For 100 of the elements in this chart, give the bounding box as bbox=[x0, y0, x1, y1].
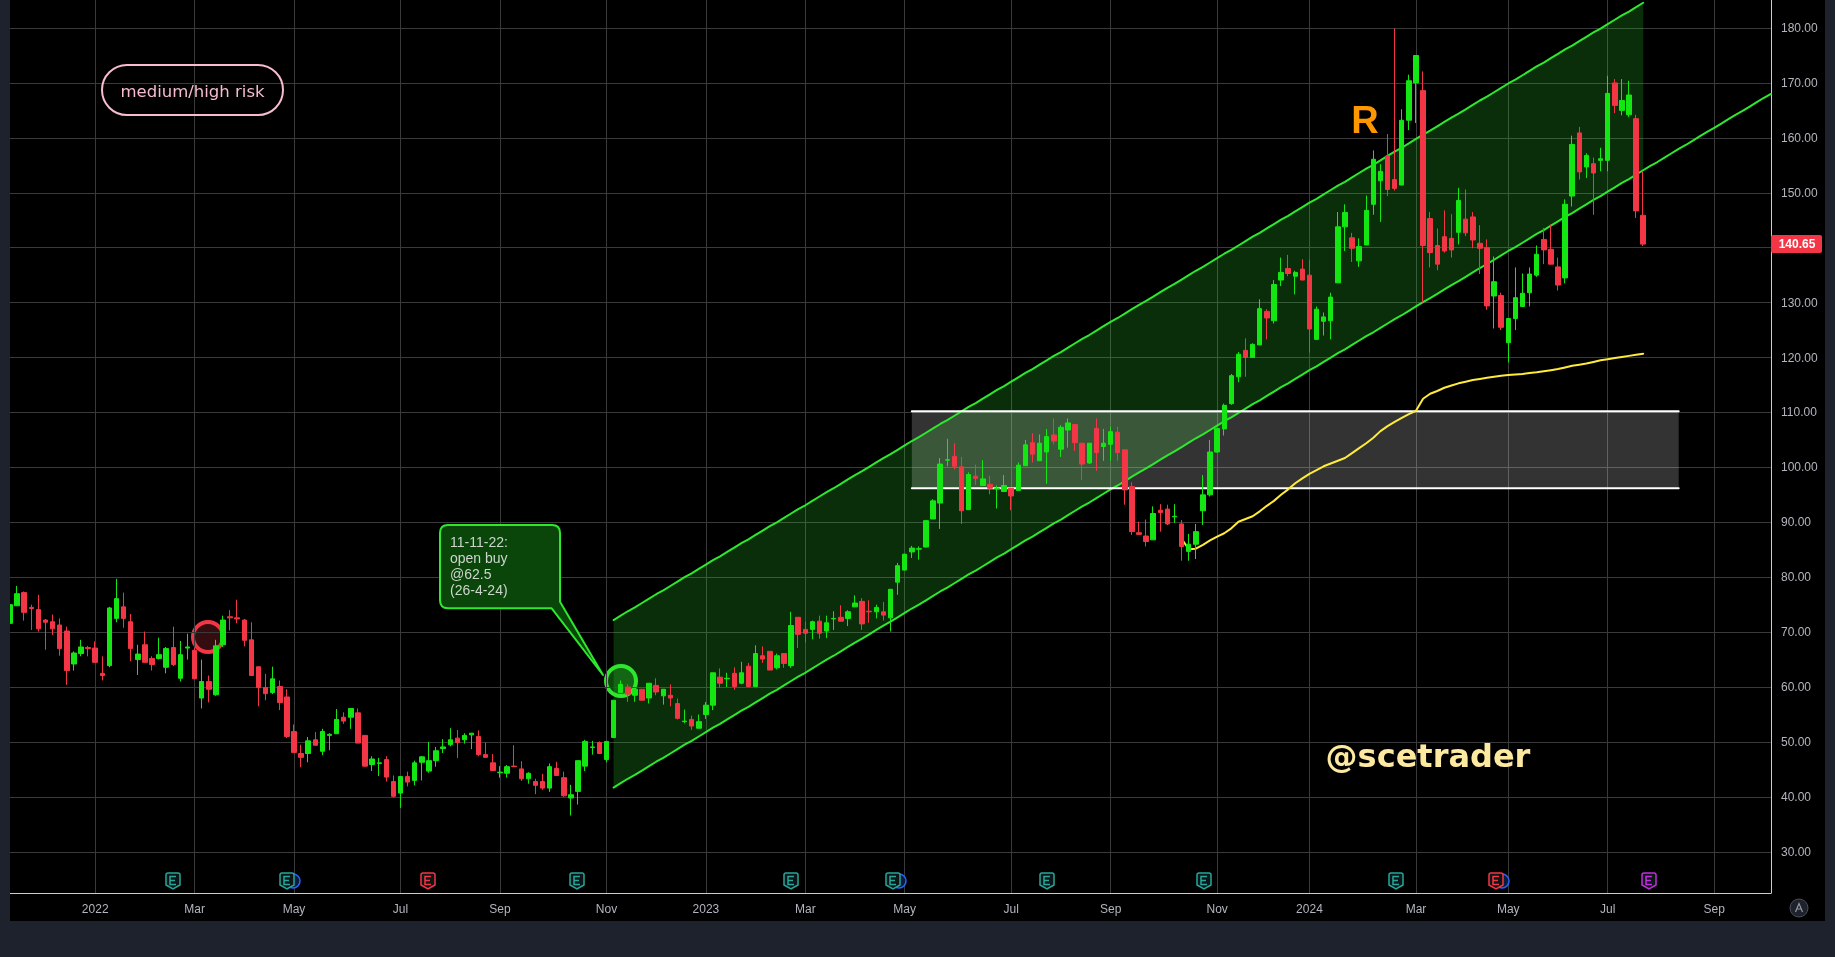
candlestick bbox=[980, 459, 986, 486]
candlestick bbox=[511, 744, 517, 768]
y-tick-label: 130.00 bbox=[1781, 295, 1819, 310]
candlestick bbox=[561, 771, 567, 798]
x-tick-label: Nov bbox=[595, 902, 618, 916]
candlestick bbox=[1236, 351, 1241, 383]
candlestick bbox=[1527, 266, 1532, 307]
candlestick bbox=[1584, 152, 1589, 179]
candlestick bbox=[874, 604, 879, 619]
candlestick bbox=[732, 666, 737, 691]
candlestick bbox=[1016, 461, 1021, 491]
candlestick bbox=[199, 659, 204, 709]
x-tick-label: Mar bbox=[794, 902, 816, 916]
candlestick bbox=[1314, 305, 1319, 340]
candlestick bbox=[1172, 503, 1177, 524]
candlestick bbox=[1555, 257, 1561, 292]
candlestick bbox=[1449, 213, 1454, 259]
candlestick bbox=[185, 633, 190, 661]
candlestick bbox=[852, 594, 858, 608]
candlestick bbox=[639, 688, 645, 701]
candlestick bbox=[1598, 147, 1603, 172]
candlestick bbox=[398, 776, 403, 809]
candlestick bbox=[526, 771, 531, 785]
candlestick bbox=[1165, 504, 1170, 526]
candlestick bbox=[753, 644, 758, 687]
candlestick bbox=[341, 711, 346, 725]
candlestick bbox=[824, 615, 829, 639]
candlestick bbox=[767, 650, 773, 671]
candlestick bbox=[646, 682, 652, 705]
x-tick-label: May bbox=[282, 902, 306, 916]
candlestick bbox=[1037, 433, 1042, 462]
candlestick bbox=[1534, 244, 1539, 278]
y-tick-label: 70.00 bbox=[1781, 625, 1812, 640]
candlestick bbox=[171, 626, 176, 667]
candlestick bbox=[1072, 424, 1078, 452]
candlestick bbox=[1243, 337, 1248, 378]
candlestick bbox=[653, 677, 659, 696]
candlestick bbox=[1115, 426, 1120, 462]
candlestick bbox=[1378, 163, 1383, 223]
candlestick bbox=[348, 707, 354, 730]
x-tick-label: 2023 bbox=[692, 902, 720, 916]
candlestick bbox=[1371, 149, 1376, 216]
candlestick bbox=[249, 621, 254, 677]
y-tick-label: 30.00 bbox=[1781, 844, 1812, 859]
candlestick bbox=[448, 727, 453, 747]
candlestick bbox=[192, 647, 197, 680]
candlestick bbox=[213, 639, 219, 697]
candlestick bbox=[320, 728, 325, 756]
x-tick-label: Mar bbox=[1405, 902, 1427, 916]
x-tick-label: Sep bbox=[1703, 902, 1726, 916]
candlestick bbox=[788, 611, 794, 669]
candlestick bbox=[923, 520, 929, 549]
candlestick bbox=[945, 438, 950, 467]
candlestick bbox=[1569, 135, 1575, 207]
candlestick bbox=[1328, 292, 1333, 340]
candlestick bbox=[1179, 519, 1184, 562]
candlestick bbox=[1094, 417, 1099, 472]
candlestick bbox=[568, 784, 574, 817]
y-tick-label: 160.00 bbox=[1781, 130, 1819, 145]
candlestick bbox=[1577, 126, 1582, 181]
candlestick bbox=[1520, 273, 1525, 307]
candlestick bbox=[1101, 428, 1106, 462]
candlestick bbox=[774, 653, 780, 670]
candlestick bbox=[724, 672, 730, 688]
candlestick bbox=[895, 562, 900, 596]
candlestick bbox=[795, 616, 801, 649]
candlestick bbox=[675, 698, 680, 720]
candlestick bbox=[377, 757, 382, 777]
candlestick bbox=[1463, 188, 1468, 237]
candlestick bbox=[689, 715, 694, 731]
candlestick bbox=[440, 738, 446, 754]
candlestick bbox=[242, 618, 247, 647]
candlestick bbox=[1612, 78, 1618, 114]
candlestick bbox=[611, 699, 616, 739]
x-tick-label: Jul bbox=[1600, 902, 1616, 916]
candlestick bbox=[455, 729, 460, 759]
y-tick-label: 60.00 bbox=[1781, 680, 1812, 695]
candlestick bbox=[547, 762, 552, 793]
text: 140.65 bbox=[1778, 237, 1816, 252]
candlestick bbox=[1087, 442, 1092, 465]
candlestick bbox=[959, 456, 964, 525]
candlestick bbox=[178, 640, 183, 683]
candlestick bbox=[817, 615, 822, 640]
candlestick bbox=[1633, 114, 1639, 219]
y-tick-label: 80.00 bbox=[1781, 570, 1812, 585]
x-tick-label: May bbox=[893, 902, 917, 916]
candlestick bbox=[114, 578, 119, 623]
candlestick bbox=[206, 675, 212, 703]
candlestick bbox=[369, 755, 375, 772]
candlestick bbox=[781, 653, 787, 669]
candlestick bbox=[462, 732, 467, 745]
candlestick bbox=[220, 615, 226, 648]
candlestick bbox=[1250, 342, 1255, 359]
candlestick bbox=[838, 604, 844, 623]
x-tick-label: Mar bbox=[184, 902, 205, 916]
candlestick bbox=[1271, 279, 1277, 324]
candlestick bbox=[1044, 428, 1049, 485]
candlestick bbox=[632, 688, 638, 703]
candlestick bbox=[1349, 232, 1355, 263]
candlestick bbox=[100, 655, 105, 681]
